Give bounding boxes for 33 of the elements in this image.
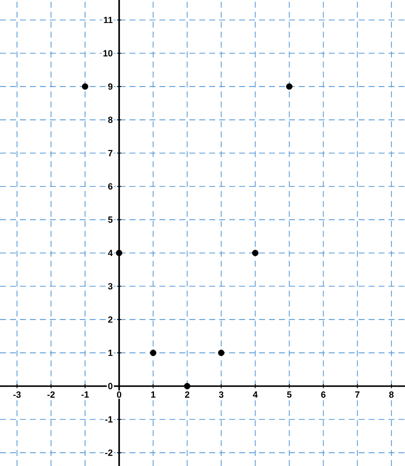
x-tick-label: 8 — [389, 391, 394, 398]
x-tick-label: 4 — [252, 391, 258, 398]
x-tick-label: 2 — [185, 391, 190, 398]
y-tick-label: 4 — [108, 250, 113, 256]
point — [218, 350, 224, 356]
x-tick-label: 7 — [355, 391, 360, 398]
point — [286, 83, 292, 90]
y-tick-label: -1 — [105, 416, 113, 422]
x-tick-label: 3 — [218, 391, 224, 398]
point — [116, 250, 122, 256]
x-tick-label: -3 — [13, 391, 21, 398]
y-tick-label: 9 — [108, 83, 112, 90]
point — [252, 250, 258, 256]
y-tick-label: 6 — [108, 183, 112, 190]
y-tick-label: 8 — [108, 116, 113, 124]
x-tick-label: 5 — [287, 391, 292, 398]
x-tick-label: -2 — [47, 391, 55, 398]
x-tick-label: 1 — [151, 391, 156, 398]
x-tick-label: -1 — [81, 391, 89, 398]
y-tick-label: 5 — [108, 216, 113, 223]
y-tick-label: -2 — [105, 450, 112, 456]
y-tick-label: 11 — [104, 16, 113, 24]
point — [184, 382, 190, 390]
y-tick-label: 1 — [108, 350, 113, 356]
y-tick-label: 10 — [103, 50, 112, 56]
y-tick-label: 0 — [108, 382, 112, 390]
y-tick-label: 3 — [108, 283, 112, 290]
y-tick-label: 7 — [108, 150, 112, 156]
y-tick-label: 2 — [108, 316, 112, 323]
point — [150, 350, 156, 356]
x-tick-label: 6 — [321, 391, 326, 398]
x-tick-label: 0 — [116, 391, 122, 398]
point — [82, 83, 88, 90]
